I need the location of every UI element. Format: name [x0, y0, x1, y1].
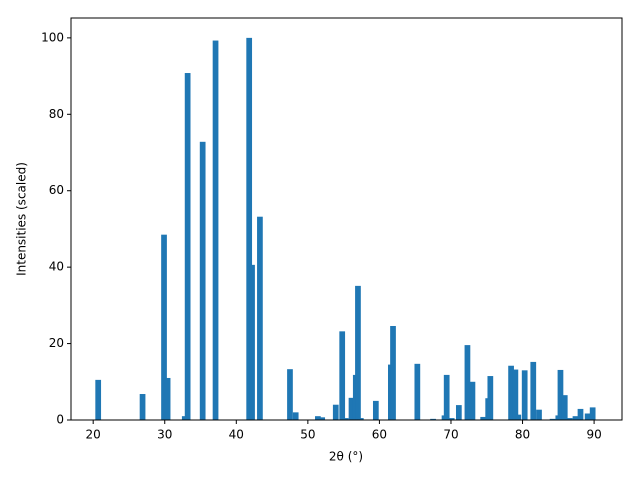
bar — [390, 325, 396, 420]
bar — [212, 40, 219, 421]
bar — [249, 264, 255, 420]
bar — [319, 417, 326, 420]
bar — [287, 369, 293, 420]
bar — [464, 345, 471, 420]
bar — [577, 408, 584, 420]
y-tick-label: 100 — [41, 30, 64, 44]
plot-frame — [70, 17, 623, 421]
bar — [95, 379, 102, 420]
bar — [164, 377, 171, 420]
y-tick-label: 80 — [49, 107, 64, 121]
bar — [508, 365, 514, 420]
bar — [521, 370, 528, 420]
bar — [584, 413, 591, 420]
bar — [342, 418, 349, 420]
x-tick-label: 50 — [300, 428, 315, 442]
x-axis-label: 2θ (°) — [329, 450, 363, 464]
bar — [292, 412, 299, 420]
x-tick-label: 80 — [515, 428, 530, 442]
bar — [589, 407, 596, 420]
bar — [561, 395, 568, 420]
bar — [184, 73, 191, 421]
bar — [355, 285, 361, 420]
bar — [515, 414, 522, 420]
y-tick-label: 40 — [49, 260, 64, 274]
bar — [566, 418, 573, 420]
bar — [161, 234, 167, 420]
bar — [357, 418, 364, 420]
x-tick-label: 40 — [229, 428, 244, 442]
bar — [348, 397, 355, 420]
bar — [455, 405, 462, 420]
x-tick-label: 90 — [586, 428, 601, 442]
bar — [480, 416, 487, 420]
bar — [414, 363, 421, 420]
bar — [487, 376, 494, 420]
bar — [536, 409, 542, 420]
y-axis-label: Intensities (scaled) — [15, 162, 29, 276]
bar — [257, 216, 263, 420]
bar — [372, 400, 379, 420]
y-tick-label: 60 — [49, 183, 64, 197]
y-tick-label: 20 — [49, 336, 64, 350]
x-tick-label: 20 — [86, 428, 101, 442]
bar — [530, 361, 537, 420]
bar — [315, 416, 321, 420]
bar — [246, 37, 253, 420]
y-tick-label: 0 — [56, 413, 64, 427]
x-tick-label: 30 — [157, 428, 172, 442]
bar — [557, 369, 564, 420]
bar — [199, 141, 206, 421]
bar — [443, 374, 450, 420]
bar — [430, 418, 436, 420]
bar — [332, 404, 339, 420]
bar — [512, 369, 519, 420]
bar — [339, 331, 346, 420]
bar — [572, 416, 579, 420]
bar — [139, 394, 146, 420]
bar — [469, 381, 476, 420]
x-tick-label: 70 — [443, 428, 458, 442]
bar — [549, 418, 556, 420]
x-tick-label: 60 — [372, 428, 387, 442]
bar — [448, 418, 455, 420]
